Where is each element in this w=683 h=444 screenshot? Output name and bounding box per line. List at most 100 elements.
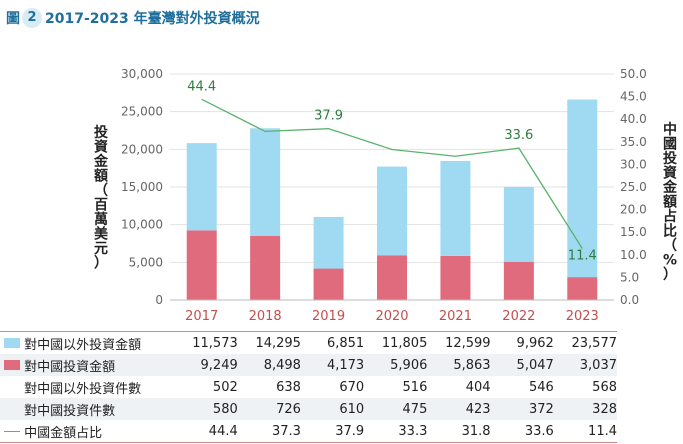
- table-cell: 14,295: [237, 331, 301, 354]
- axis-titles: 投資金額（百萬美元） 中國投資金額占比（%）: [93, 121, 678, 283]
- table-cell: 546: [528, 379, 554, 395]
- x-tick-label-2022: 2022: [502, 309, 535, 324]
- bar-china-2019: [313, 268, 344, 300]
- bar-china-2023: [567, 277, 598, 300]
- table-row: 對中國投資金額 9,249 8,498 4,173 5,906 5,863 5,047 3,0…: [0, 354, 617, 376]
- y-right-tick-label: 15.0: [620, 225, 647, 239]
- bar-other-2022: [503, 186, 534, 262]
- legend-cell: [0, 354, 25, 376]
- line-data-label: 44.4: [187, 79, 216, 94]
- bar-china-2021: [440, 255, 471, 300]
- bar-china-2018: [250, 235, 281, 300]
- legend-cell: [0, 376, 24, 398]
- table-cell: 670: [339, 379, 365, 395]
- table-cell: 3,037: [553, 354, 617, 376]
- table-cell: 11,573: [174, 331, 238, 354]
- y-left-tick-label: 20,000: [121, 142, 163, 156]
- legend-box-swatch: [4, 360, 21, 370]
- row-label: 對中國以外投資件數: [24, 381, 142, 397]
- row-label: 對中國投資金額: [24, 354, 175, 376]
- table-cell: 33.6: [490, 420, 554, 443]
- table-cell: 5,863: [427, 354, 491, 376]
- y-right-tick-label: 40.0: [620, 112, 647, 126]
- table-cell: 475: [364, 398, 428, 420]
- bars: [186, 99, 598, 300]
- y-right-tick-label: 20.0: [620, 203, 647, 217]
- y-right-tick-label: 0.0: [620, 293, 639, 307]
- bar-other-2021: [440, 160, 471, 256]
- table-cell: 12,599: [427, 331, 491, 354]
- y-left-tick-label: 0: [155, 293, 163, 307]
- y-right-tick-label: 30.0: [620, 157, 647, 171]
- figure-title: 2017-2023 年臺灣對外投資概況: [45, 11, 260, 27]
- chart-canvas: 0 5,000 10,000 15,000 20,000 25,000 30,000 0.0 5…: [93, 67, 678, 324]
- x-tick-label-2019: 2019: [312, 309, 345, 324]
- table-cell: 37.9: [300, 420, 365, 443]
- row-label: 中國金額占比: [24, 420, 175, 443]
- y-left-tick-label: 30,000: [121, 67, 163, 81]
- x-tick-label-2020: 2020: [375, 309, 408, 324]
- bar-other-2019: [313, 216, 344, 269]
- table-cell: 5,047: [490, 354, 554, 376]
- line-data-label: 33.6: [504, 128, 533, 143]
- axes: 0 5,000 10,000 15,000 20,000 25,000 30,000 0.0 5…: [121, 67, 647, 324]
- table-cell: 9,962: [490, 331, 554, 354]
- table-cell: 33.3: [364, 420, 428, 443]
- table-cell: 328: [553, 398, 617, 420]
- table-cell: 423: [427, 398, 491, 420]
- table-row: 中國金額占比 44.4 37.3 37.9 33.3 31.8 33.6 11.4: [0, 420, 617, 443]
- table-cell: 502: [212, 379, 238, 395]
- y-left-tick-label: 5,000: [129, 255, 163, 269]
- table-cell: 8,498: [237, 354, 301, 376]
- row-label: 對中國投資件數: [24, 398, 175, 420]
- legend-box-swatch: [4, 338, 21, 348]
- table-cell: 37.3: [237, 420, 301, 443]
- figure-header: 圖 2 2017-2023 年臺灣對外投資概況: [6, 7, 260, 29]
- table-cell: 638: [276, 379, 301, 395]
- table-row: 對中國以外投資金額 11,573 14,295 6,851 11,805 12,599 9,…: [0, 331, 617, 354]
- table-cell: 610: [300, 398, 365, 420]
- table-cell: 23,577: [553, 331, 617, 354]
- y-right-tick-label: 50.0: [620, 67, 647, 81]
- bar-other-2018: [250, 128, 281, 236]
- y-right-tick-label: 10.0: [620, 248, 647, 262]
- table-cell: 6,851: [300, 331, 365, 354]
- table-row: 對中國投資件數 580 726 610 475 423 372 328: [0, 398, 617, 420]
- row-label: 對中國以外投資金額: [24, 331, 175, 354]
- table-row: 對中國以外投資件數 502 638 670 516 404 546 568: [0, 376, 617, 398]
- x-tick-label-2018: 2018: [249, 309, 282, 324]
- table-cell: 516: [402, 379, 428, 395]
- table-cell: 404: [465, 379, 491, 395]
- line-data-label: 11.4: [568, 248, 597, 263]
- x-tick-label-2021: 2021: [439, 309, 472, 324]
- y-left-tick-label: 10,000: [121, 218, 163, 232]
- data-labels: 44.4 37.9 33.6 11.4: [187, 79, 597, 263]
- table-cell: 372: [490, 398, 554, 420]
- table-cell: 568: [592, 379, 617, 395]
- table-cell: 44.4: [174, 420, 238, 443]
- share-line: [201, 98, 583, 249]
- bar-china-2022: [503, 261, 534, 300]
- bar-other-2020: [377, 166, 407, 256]
- y-left-tick-label: 15,000: [121, 180, 163, 194]
- y-right-tick-label: 35.0: [620, 135, 647, 149]
- y-right-tick-label: 5.0: [620, 270, 639, 284]
- table-cell: 11,805: [364, 331, 428, 354]
- y-right-tick-label: 45.0: [620, 90, 647, 104]
- table-cell: 726: [237, 398, 301, 420]
- data-table: 對中國以外投資金額 11,573 14,295 6,851 11,805 12,599 9,…: [0, 331, 617, 443]
- table-cell: 5,906: [364, 354, 428, 376]
- table-cell: 11.4: [553, 420, 617, 443]
- y-right-title: 中國投資金額占比（%）: [662, 121, 678, 283]
- table-cell: 9,249: [174, 354, 238, 376]
- table-cell: 4,173: [300, 354, 365, 376]
- line-data-label: 37.9: [314, 109, 343, 124]
- y-right-tick-label: 25.0: [620, 180, 647, 194]
- table-cell: 580: [174, 398, 238, 420]
- table-cell: 31.8: [427, 420, 491, 443]
- legend-line-swatch: [4, 430, 21, 432]
- bar-china-2017: [186, 230, 217, 300]
- bar-china-2020: [377, 255, 407, 300]
- x-tick-label-2023: 2023: [566, 309, 599, 324]
- figure-number-badge: 2: [22, 8, 42, 28]
